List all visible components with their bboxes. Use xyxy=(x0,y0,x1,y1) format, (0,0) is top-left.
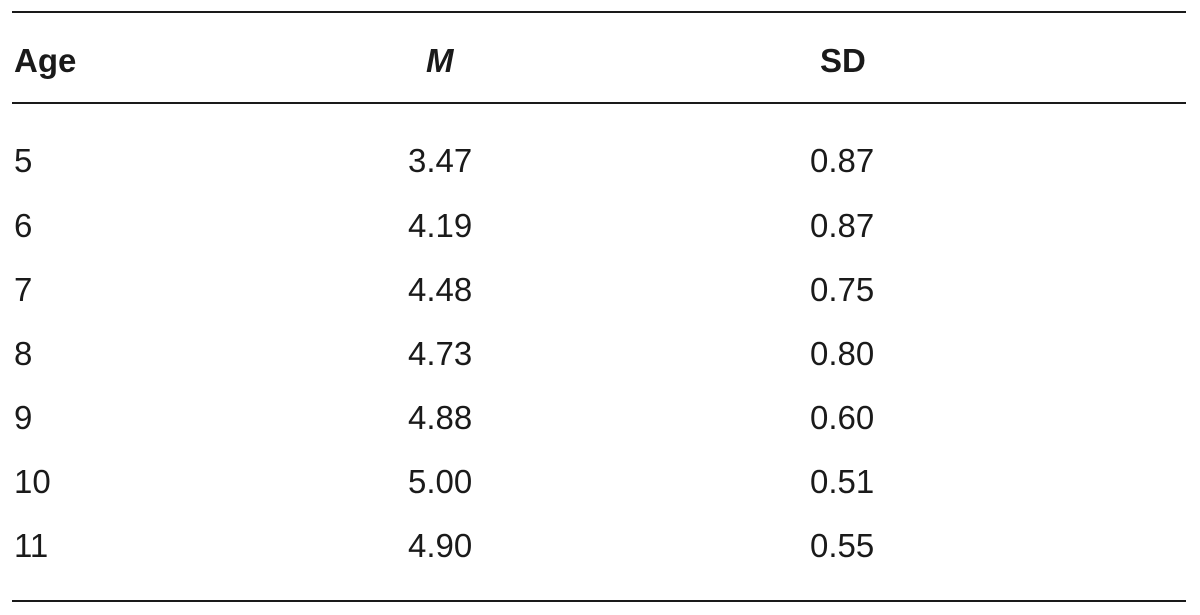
table-header-row: Age M SD xyxy=(12,41,1186,81)
header-mean: M xyxy=(426,42,454,79)
cell-mean: 5.00 xyxy=(408,463,473,500)
table-top-rule xyxy=(12,11,1186,13)
table-row: 11 4.90 0.55 xyxy=(12,526,1186,566)
cell-age: 9 xyxy=(14,399,33,436)
cell-sd: 0.51 xyxy=(810,463,875,500)
cell-age: 11 xyxy=(14,527,49,564)
cell-sd: 0.87 xyxy=(810,207,875,244)
header-sd: SD xyxy=(820,42,866,79)
table-row: 6 4.19 0.87 xyxy=(12,206,1186,246)
cell-sd: 0.87 xyxy=(810,142,875,179)
header-age: Age xyxy=(14,42,77,79)
table-header-rule xyxy=(12,102,1186,104)
table-row: 8 4.73 0.80 xyxy=(12,334,1186,374)
cell-age: 8 xyxy=(14,335,33,372)
cell-sd: 0.75 xyxy=(810,271,875,308)
cell-mean: 4.73 xyxy=(408,335,473,372)
cell-sd: 0.60 xyxy=(810,399,875,436)
table-row: 7 4.48 0.75 xyxy=(12,270,1186,310)
cell-mean: 4.90 xyxy=(408,527,473,564)
table-row: 10 5.00 0.51 xyxy=(12,462,1186,502)
table-bottom-rule xyxy=(12,600,1186,602)
cell-mean: 4.19 xyxy=(408,207,473,244)
cell-age: 6 xyxy=(14,207,33,244)
cell-mean: 4.88 xyxy=(408,399,473,436)
table-row: 9 4.88 0.60 xyxy=(12,398,1186,438)
cell-age: 7 xyxy=(14,271,33,308)
cell-sd: 0.80 xyxy=(810,335,875,372)
cell-age: 5 xyxy=(14,142,33,179)
cell-age: 10 xyxy=(14,463,51,500)
data-table: Age M SD 5 3.47 0.87 6 4.19 0.87 7 4.48 … xyxy=(12,0,1186,615)
cell-mean: 3.47 xyxy=(408,142,473,179)
table-row: 5 3.47 0.87 xyxy=(12,141,1186,181)
cell-mean: 4.48 xyxy=(408,271,473,308)
cell-sd: 0.55 xyxy=(810,527,875,564)
